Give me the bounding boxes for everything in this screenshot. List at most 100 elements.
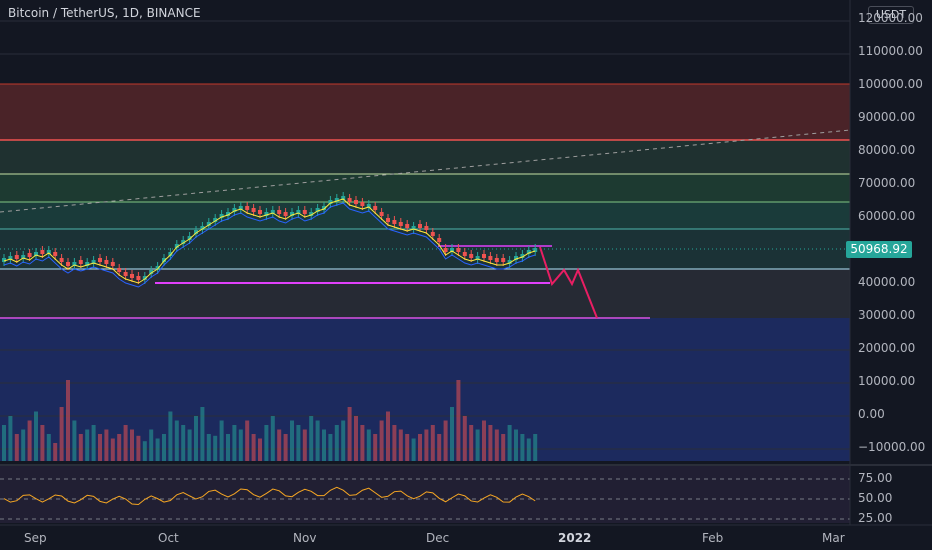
time-tick-label: Mar [822,531,845,545]
candle-body [53,252,58,256]
volume-bar [264,425,269,461]
volume-bar [258,438,262,461]
candle-body [85,262,90,266]
candle-body [110,262,115,266]
candle-body [72,262,77,266]
volume-bar [475,429,480,461]
volume-bar [34,411,38,461]
candle-body [430,232,435,236]
volume-bar [130,429,134,461]
rsi-line [3,486,536,505]
candle-body [78,260,83,264]
candle-body [264,212,269,216]
price-tick-label: 80000.00 [858,143,916,157]
candle-body [379,212,384,216]
candle-body [315,208,320,212]
time-tick-label: Nov [293,531,317,545]
volume-bar [53,443,58,461]
volume-bar [437,434,442,461]
candle-body [386,218,390,222]
candle-body [155,266,160,270]
price-tick-label: 60000.00 [858,209,916,223]
volume-bar [226,434,230,461]
volume-bar [514,429,518,461]
candle-body [8,256,13,260]
volume-bar [462,416,467,461]
candle-body [283,212,288,216]
candle-body [162,258,166,262]
candlesticks[interactable] [2,192,538,284]
volume-bar [360,425,365,461]
rsi-tick-label: 75.00 [858,471,893,485]
candle-body [450,248,454,252]
candle-body [34,252,38,256]
volume-bar [206,434,211,461]
volume-bar [469,425,474,461]
candle-body [174,244,179,248]
volume-bar [2,425,6,461]
trend-line[interactable] [0,129,851,213]
volume-bar [245,420,250,461]
candle-body [360,202,365,206]
volume-bar [66,380,70,461]
candle-body [469,254,474,258]
projection-path[interactable] [539,246,598,319]
candle-body [91,260,96,264]
currency-label[interactable]: USDT [868,6,914,24]
zone-band-1 [0,140,850,174]
volume-bar [456,380,461,461]
candle-body [456,248,461,252]
volume-bar [78,434,83,461]
price-tick-label: 90000.00 [858,110,916,124]
zone-band-5 [0,269,850,318]
candle-body [117,268,122,272]
candle-body [514,256,518,260]
ma-fast-line [3,198,536,284]
candle-body [98,258,102,262]
price-tick-label: 120000.00 [858,11,923,25]
volume-bar [424,429,429,461]
candle-body [424,226,429,230]
candle-body [181,240,186,244]
time-tick-label: Oct [158,531,179,545]
price-tick-label: 30000.00 [858,308,916,322]
candle-body [494,258,499,262]
candle-body [475,256,480,260]
price-tick-label: 70000.00 [858,176,916,190]
time-tick-label: Sep [24,531,47,545]
price-tick-label: 10000.00 [858,374,916,388]
volume-bar [322,429,326,461]
volume-bar [27,420,32,461]
price-tick-label: 40000.00 [858,275,916,289]
candle-body [21,255,26,259]
candle-body [27,253,32,257]
volume-bar [533,434,538,461]
last-price-badge: 50968.92 [846,241,912,258]
candle-body [443,248,448,252]
volume-bar [219,420,224,461]
volume-bar [379,420,384,461]
volume-bar [302,429,307,461]
volume-bar [392,425,397,461]
volume-bar [430,425,435,461]
candle-body [302,210,307,214]
candle-body [104,260,109,264]
candle-body [277,210,282,214]
volume-bar [85,429,90,461]
candle-body [520,254,525,258]
volume-bar [494,429,499,461]
candle-body [66,262,70,266]
volume-bar [200,407,205,461]
symbol-title[interactable]: Bitcoin / TetherUS, 1D, BINANCE [8,6,201,20]
candle-body [482,254,486,258]
candle-body [219,214,224,218]
candle-body [2,258,6,262]
volume-bar [283,434,288,461]
volume-bar [8,416,13,461]
candle-body [398,222,403,226]
volume-bar [104,429,109,461]
volume-bar [309,416,314,461]
volume-bar [21,429,26,461]
volume-bar [501,434,506,461]
